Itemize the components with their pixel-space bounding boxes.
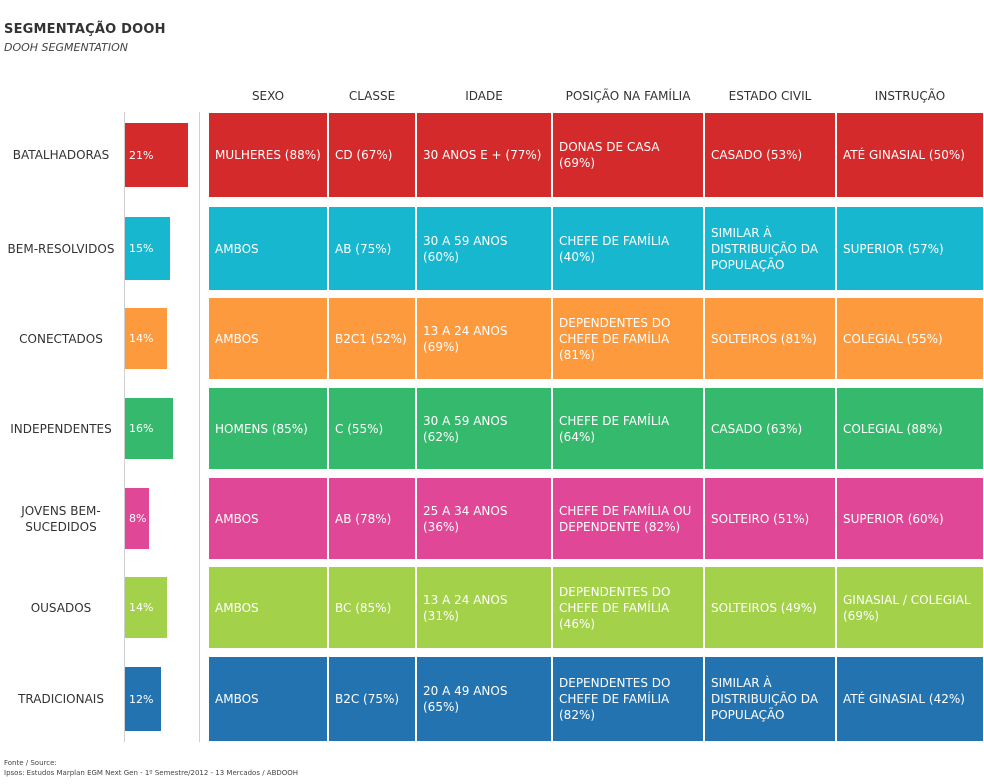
- segment-share-bar: 14%: [125, 308, 167, 369]
- segment-cell: AMBOS: [209, 478, 327, 559]
- segment-cell: COLEGIAL (55%): [837, 298, 983, 379]
- segment-cell: BC (85%): [329, 567, 415, 648]
- footer-source-text: Ipsos: Estudos Marplan EGM Next Gen - 1º…: [4, 769, 299, 777]
- segment-label: JOVENS BEM-SUCEDIDOS: [21, 503, 101, 534]
- column-header-5: ESTADO CIVIL: [728, 89, 812, 103]
- segment-cell: B2C1 (52%): [329, 298, 415, 379]
- segment-cell: AMBOS: [209, 298, 327, 379]
- segment-label: OUSADOS: [30, 600, 92, 615]
- column-header-1: SEXO: [251, 89, 285, 103]
- segment-cell: CASADO (53%): [705, 113, 835, 197]
- segment-cell: SIMILAR À DISTRIBUIÇÃO DA POPULAÇÃO: [705, 207, 835, 290]
- segment-label: BATALHADORAS: [12, 148, 110, 162]
- segment-cell: HOMENS (85%): [209, 388, 327, 469]
- segment-cell: SUPERIOR (60%): [837, 478, 983, 559]
- segment-share-label: 14%: [129, 601, 154, 614]
- segment-cell: C (55%): [329, 388, 415, 469]
- page-title: SEGMENTAÇÃO DOOH: [4, 22, 166, 37]
- segment-cell: SUPERIOR (57%): [837, 207, 983, 290]
- segment-cell: SOLTEIROS (81%): [705, 298, 835, 379]
- column-header-3: IDADE: [465, 89, 503, 103]
- segment-share-bar: 8%: [125, 488, 149, 549]
- segment-cell: 30 A 59 ANOS (62%): [417, 388, 551, 469]
- segment-share-bar: 15%: [125, 217, 170, 280]
- segment-cell: AMBOS: [209, 207, 327, 290]
- segment-cell: 20 A 49 ANOS (65%): [417, 657, 551, 741]
- segment-cell: SOLTEIRO (51%): [705, 478, 835, 559]
- segment-cell: GINASIAL / COLEGIAL (69%): [837, 567, 983, 648]
- segment-cell: CHEFE DE FAMÍLIA (40%): [553, 207, 703, 290]
- segment-cell: CASADO (63%): [705, 388, 835, 469]
- segment-label: CONECTADOS: [19, 331, 103, 346]
- segment-cell: CHEFE DE FAMÍLIA OU DEPENDENTE (82%): [553, 478, 703, 559]
- segment-cell: 13 A 24 ANOS (31%): [417, 567, 551, 648]
- segment-share-label: 8%: [129, 512, 147, 525]
- segment-cell: DEPENDENTES DO CHEFE DE FAMÍLIA (46%): [553, 567, 703, 648]
- segment-label: INDEPENDENTES: [10, 421, 112, 436]
- segment-cell: 13 A 24 ANOS (69%): [417, 298, 551, 379]
- segment-cell: 30 A 59 ANOS (60%): [417, 207, 551, 290]
- segment-cell: DEPENDENTES DO CHEFE DE FAMÍLIA (81%): [553, 298, 703, 379]
- column-header-2: CLASSE: [348, 89, 396, 103]
- segment-cell: B2C (75%): [329, 657, 415, 741]
- bar-axis-line: [124, 112, 125, 742]
- segment-label: TRADICIONAIS: [18, 692, 104, 706]
- segment-cell: COLEGIAL (88%): [837, 388, 983, 469]
- segment-share-label: 12%: [129, 692, 154, 706]
- column-header-6: INSTRUÇÃO: [874, 89, 946, 103]
- segment-cell: SIMILAR À DISTRIBUIÇÃO DA POPULAÇÃO: [705, 657, 835, 741]
- segment-label: BEM-RESOLVIDOS: [7, 241, 115, 256]
- segment-cell: MULHERES (88%): [209, 113, 327, 197]
- segment-cell: AMBOS: [209, 657, 327, 741]
- segment-cell: ATÉ GINASIAL (50%): [837, 113, 983, 197]
- segment-share-label: 15%: [129, 242, 154, 255]
- segment-share-bar: 14%: [125, 577, 167, 638]
- segment-share-bar: 16%: [125, 398, 173, 459]
- segment-cell: CHEFE DE FAMÍLIA (64%): [553, 388, 703, 469]
- segment-share-bar: 12%: [125, 667, 161, 731]
- page-subtitle: DOOH SEGMENTATION: [4, 41, 128, 54]
- separator-line: [199, 112, 200, 742]
- segment-cell: SOLTEIROS (49%): [705, 567, 835, 648]
- segment-cell: AB (78%): [329, 478, 415, 559]
- footer-source-label: Fonte / Source:: [4, 759, 57, 767]
- column-header-4: POSIÇÃO NA FAMÍLIA: [565, 89, 691, 103]
- segment-cell: DEPENDENTES DO CHEFE DE FAMÍLIA (82%): [553, 657, 703, 741]
- segment-cell: AB (75%): [329, 207, 415, 290]
- segment-cell: 30 ANOS E + (77%): [417, 113, 551, 197]
- segment-cell: CD (67%): [329, 113, 415, 197]
- segment-share-label: 14%: [129, 332, 154, 345]
- segment-share-label: 21%: [129, 148, 154, 162]
- segment-share-label: 16%: [129, 422, 154, 435]
- segment-cell: AMBOS: [209, 567, 327, 648]
- segment-cell: ATÉ GINASIAL (42%): [837, 657, 983, 741]
- segment-cell: 25 A 34 ANOS (36%): [417, 478, 551, 559]
- segment-share-bar: 21%: [125, 123, 188, 187]
- segment-cell: DONAS DE CASA (69%): [553, 113, 703, 197]
